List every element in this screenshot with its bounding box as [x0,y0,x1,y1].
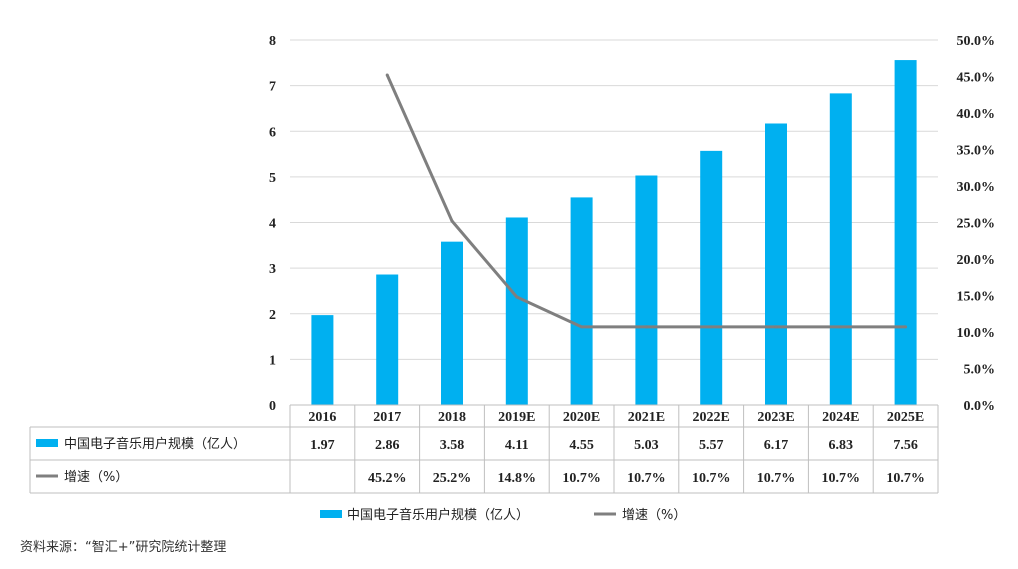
line-point [774,325,778,329]
table-cell: 10.7% [562,471,601,486]
table-cell: 2.86 [375,438,400,453]
table-cell: 10.7% [627,471,666,486]
bar [570,197,593,405]
line-point [644,325,648,329]
category-label: 2017 [373,410,401,425]
table-cell: 5.57 [699,438,724,453]
legend-bar-key [320,510,342,518]
y2-tick-label: 50.0% [957,34,996,49]
category-label: 2022E [693,410,730,425]
table-cell: 4.55 [569,438,594,453]
table-cell: 5.03 [634,438,659,453]
category-label: 2018 [438,410,466,425]
category-label: 2024E [822,410,859,425]
table-row-label: 增速（%） [64,470,128,485]
line-point [904,325,908,329]
table-cell: 7.56 [893,438,918,453]
y-tick-label: 6 [269,125,276,140]
bar [894,60,917,405]
line-point [709,325,713,329]
line-point [580,325,584,329]
y2-tick-label: 20.0% [957,253,996,268]
table-cell: 4.11 [505,438,529,453]
y2-tick-label: 30.0% [957,180,996,195]
y-tick-label: 3 [269,262,276,277]
bar [635,175,658,405]
legend-label: 中国电子音乐用户规模（亿人） [347,507,529,523]
table-cell: 6.17 [764,438,789,453]
y2-tick-label: 5.0% [964,363,996,378]
line-point [515,295,519,299]
table-cell: 1.97 [310,438,335,453]
y-axis-right: 0.0% 5.0% 10.0% 15.0% 20.0% 25.0% 30.0% 35.0% 40… [957,34,996,414]
table-row-label: 中国电子音乐用户规模（亿人） [64,436,246,452]
y-tick-label: 4 [269,217,276,232]
y2-tick-label: 25.0% [957,217,996,232]
y-tick-label: 1 [269,353,276,368]
table-cell: 6.83 [829,438,854,453]
table-cell: 14.8% [498,471,537,486]
y2-tick-label: 0.0% [964,399,996,414]
bar-series [311,60,917,406]
y2-tick-label: 15.0% [957,290,996,305]
table-cell: 10.7% [692,471,731,486]
y2-tick-label: 40.0% [957,107,996,122]
category-label: 2021E [628,410,665,425]
line-series [385,73,908,329]
category-label: 2019E [498,410,535,425]
y-tick-label: 5 [269,171,276,186]
line-point [839,325,843,329]
y2-tick-label: 45.0% [957,71,996,86]
legend: 中国电子音乐用户规模（亿人） 增速（%） [320,507,686,523]
table-cell: 10.7% [822,471,861,486]
legend-label: 增速（%） [622,508,686,523]
source-note: 资料来源：“智汇+”研究院统计整理 [20,540,227,555]
y2-tick-label: 35.0% [957,144,996,159]
table-cell: 25.2% [433,471,472,486]
bar [441,241,463,405]
data-table: 2016 2017 2018 2019E 2020E 2021E 2022E 2023E 202… [29,404,939,494]
category-label: 2025E [887,410,924,425]
y-axis-left: 0 1 2 3 4 5 6 7 8 [269,34,276,414]
line-point [450,219,454,223]
table-cell: 45.2% [368,471,407,486]
category-label: 2016 [308,410,336,425]
y-tick-label: 0 [269,399,276,414]
bar [505,217,528,405]
category-label: 2023E [757,410,794,425]
bar [700,150,723,405]
table-cell: 3.58 [440,438,465,453]
y-tick-label: 8 [269,34,276,49]
y-tick-label: 2 [269,308,276,323]
category-label: 2020E [563,410,600,425]
table-cell: 10.7% [757,471,796,486]
bar [765,123,787,406]
line-point [385,73,389,77]
bar [376,274,399,405]
bar [829,93,852,405]
bar [311,315,334,405]
y2-tick-label: 10.0% [957,326,996,341]
table-cell: 10.7% [886,471,925,486]
y-tick-label: 7 [269,80,276,95]
table-bar-legend-key [36,439,58,447]
